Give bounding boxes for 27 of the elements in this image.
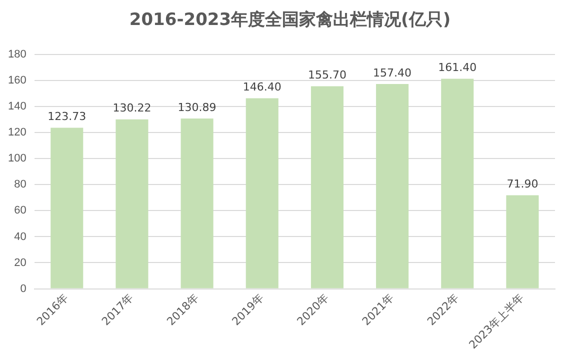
y-tick-label: 60 xyxy=(14,204,26,217)
y-tick-label: 100 xyxy=(8,152,26,165)
data-label: 130.89 xyxy=(178,100,216,114)
bar xyxy=(180,118,214,288)
y-tick-label: 40 xyxy=(14,230,26,243)
bar xyxy=(50,128,84,288)
bar xyxy=(506,195,539,288)
bar xyxy=(116,119,148,288)
bar xyxy=(441,78,474,288)
bar xyxy=(376,84,409,288)
data-label: 71.90 xyxy=(506,178,538,191)
y-tick-label: 120 xyxy=(8,126,26,139)
y-tick-label: 180 xyxy=(8,48,26,61)
data-label: 157.40 xyxy=(373,66,412,80)
chart-title: 2016-2023年度全国家禽出栏情况(亿只) xyxy=(128,9,452,31)
y-tick-label: 0 xyxy=(20,282,26,295)
bar xyxy=(246,98,278,288)
data-label: 155.70 xyxy=(308,68,346,82)
bar xyxy=(310,86,344,288)
y-tick-label: 80 xyxy=(14,178,26,191)
data-label: 146.40 xyxy=(242,80,282,94)
y-tick-label: 140 xyxy=(8,100,26,113)
data-label: 123.73 xyxy=(48,110,86,124)
y-tick-label: 20 xyxy=(14,256,26,269)
y-tick-label: 160 xyxy=(8,74,26,87)
data-label: 161.40 xyxy=(438,61,477,74)
data-label: 130.22 xyxy=(112,102,152,115)
